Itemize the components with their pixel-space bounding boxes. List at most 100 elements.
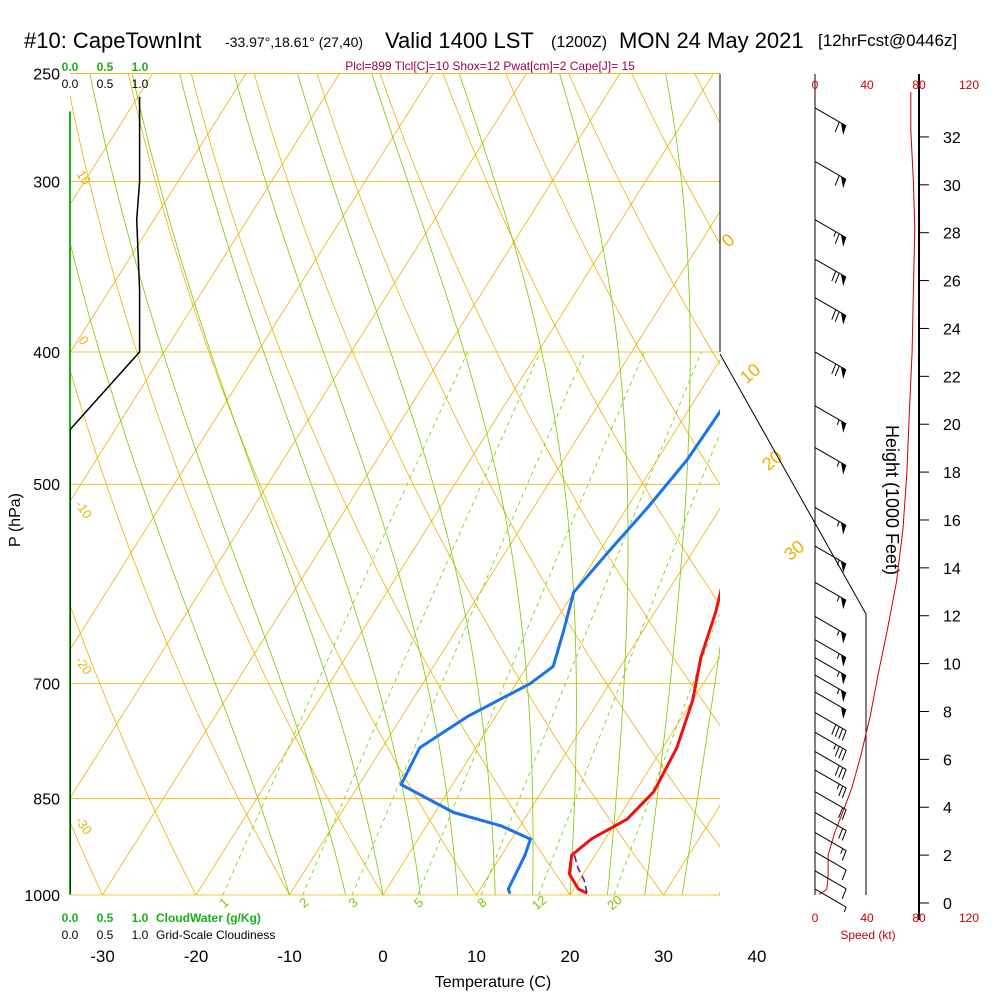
wind-barb-flag [834,121,840,133]
dry-adiabat-label: -30 [72,813,95,837]
temperature-axis-label: Temperature (C) [435,974,551,991]
wind-barb-flag [841,750,847,761]
wind-barb [814,851,847,881]
wind-barb-half [833,744,837,750]
temperature-tick-label: -30 [90,947,115,966]
wind-barb-shaft [814,258,847,278]
wind-barb-shaft [814,545,847,565]
wind-barb-shaft [814,405,847,425]
wind-barb-pennant [840,462,847,475]
wind-barb-shaft [814,507,847,526]
dry-adiabat [128,74,477,895]
moist-adiabat [131,74,384,895]
cloudiness-scale-bottom: 0.5 [97,928,114,942]
height-axis-label: Height (1000 Feet) [882,425,902,575]
cloudiness-scale-top: 1.0 [132,77,149,91]
dry-adiabat [568,74,720,366]
wind-barb-flag [834,746,840,757]
temperature-tick-label: -10 [277,947,302,966]
height-tick-label: 28 [943,226,961,243]
wind-barb-half [836,521,840,527]
wind-barb [814,107,847,135]
wind-speed-profile [818,92,916,895]
pressure-tick-label: 1000 [24,888,60,905]
pressure-tick-label: 400 [33,345,60,362]
wind-barb-half [836,783,840,790]
wind-barb [814,657,847,685]
dry-adiabat-label: 0 [75,333,91,348]
dry-adiabat-label: -10 [72,497,95,521]
cloudwater-scale-bottom: 0.5 [97,911,114,925]
isotherm [476,507,720,895]
cloudiness-profile [70,96,141,893]
cloudwater-scale-top: 0.0 [62,60,79,74]
mixing-ratio-line [538,432,720,895]
wind-barb-half [836,559,840,566]
wind-barb [814,731,847,761]
wind-barb-flag [834,233,840,244]
height-tick-label: 20 [943,417,961,434]
wind-barb-shaft [814,832,847,851]
wind-barb-flag [841,809,847,820]
moist-adiabat [233,74,459,895]
wind-barb [814,812,847,841]
speed-tick-top: 40 [860,78,874,92]
wind-barb-shaft [814,870,847,890]
wind-barb-shaft [814,674,847,694]
wind-barb-flag [834,272,840,284]
valid-time: Valid 1400 LST [385,28,534,53]
height-tick-label: 26 [943,274,961,291]
dry-adiabat [946,73,1000,895]
wind-barb [814,639,847,667]
moist-adiabat [559,74,629,895]
height-tick-label: 14 [943,561,961,578]
wind-barb-pennant [840,597,847,610]
temperature-tick-label: 20 [561,947,580,966]
wind-barb-flag [834,765,840,776]
wind-barb-shaft [814,107,847,127]
wind-barb [814,751,847,780]
mixing-ratio-label: 8 [474,895,489,911]
wind-barb-shaft [814,297,847,317]
wind-barb-pennant [840,672,847,685]
speed-tick-bottom: 0 [812,911,819,925]
wind-barb-half [836,671,840,677]
cloudiness-scale-bottom: 0.0 [62,928,79,942]
temperature-trace [567,587,720,895]
wind-barb-shaft [814,851,847,871]
wind-barb-pennant [840,234,847,247]
height-tick-label: 2 [943,848,952,865]
moist-adiabat-label: 30 [780,536,808,564]
cloudiness-scale-bottom: 1.0 [132,928,149,942]
wind-barb [814,297,847,325]
dry-adiabat [70,368,290,895]
wind-barb-shaft [814,791,847,811]
speed-tick-top: 80 [912,78,926,92]
height-tick-label: 6 [943,752,952,769]
speed-tick-bottom: 40 [860,911,874,925]
wind-barb [814,791,847,820]
wind-barb-half [843,906,847,913]
utc-time: (1200Z) [551,34,608,51]
wind-barb [814,691,847,720]
cloudiness-scale-top: 0.0 [62,77,79,91]
wind-barb-shaft [814,731,847,751]
cloudwater-scale-top: 0.5 [97,60,114,74]
wind-barb-flag [838,767,844,778]
wind-barb-half [836,596,840,602]
wind-barb [814,769,847,799]
wind-barb-flag [831,363,837,375]
wind-barb-half [836,630,840,636]
wind-barb-flag [838,807,844,818]
temperature-tick-label: -20 [184,947,209,966]
wind-barb-shaft [814,639,847,659]
mixing-ratio-line [302,351,541,895]
mixing-ratio-label: 5 [411,894,426,910]
mixing-ratio-label: 3 [346,894,361,910]
pressure-tick-label: 700 [33,677,60,694]
wind-barb-flag [838,828,844,839]
wind-barb-pennant [840,654,847,667]
sounding-traces [70,96,720,895]
